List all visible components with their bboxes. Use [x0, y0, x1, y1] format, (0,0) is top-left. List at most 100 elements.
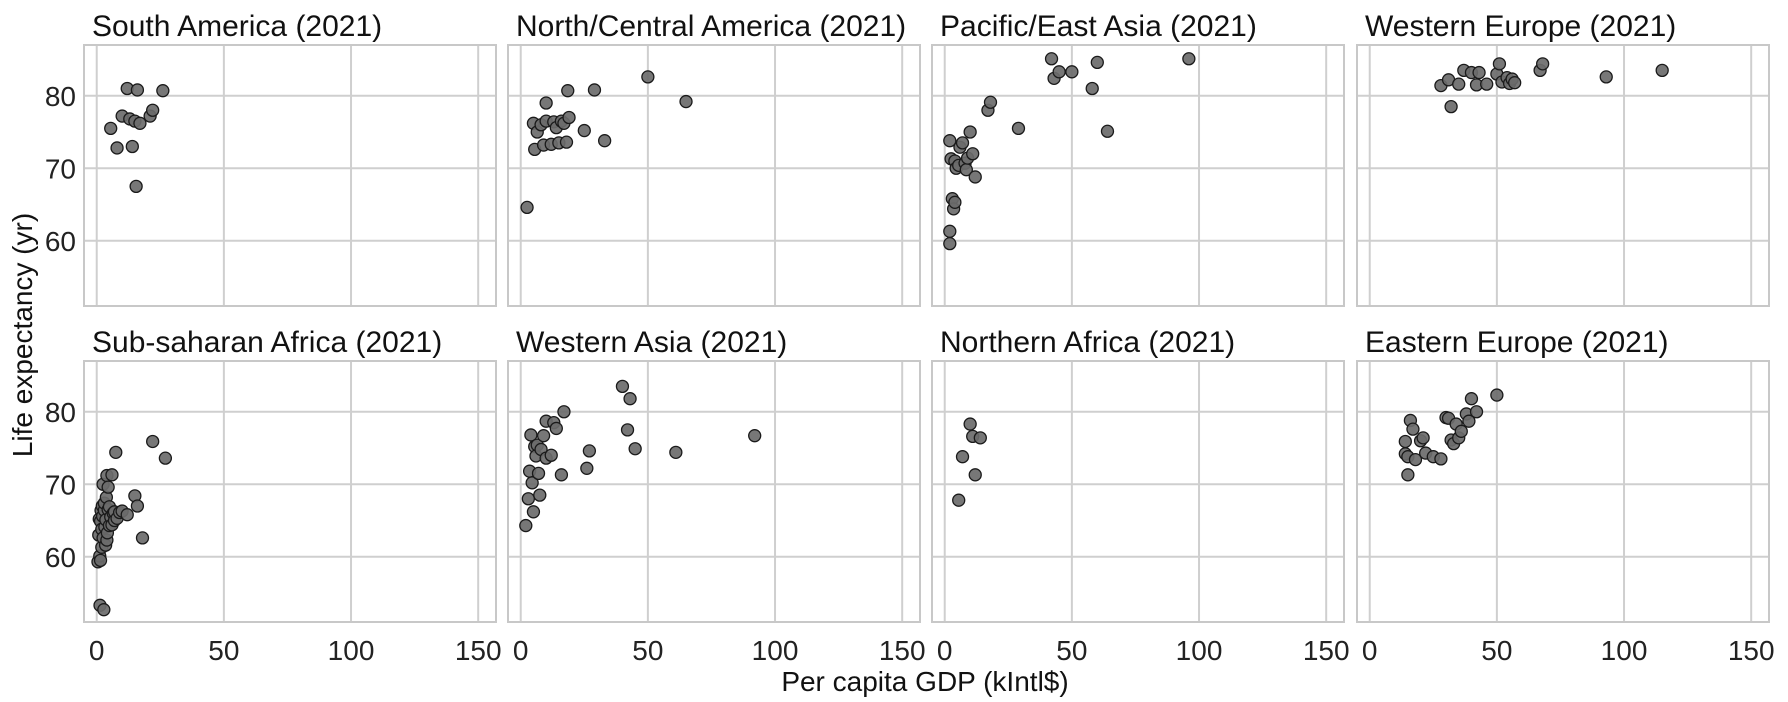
data-point [1408, 452, 1423, 467]
data-point [1472, 65, 1486, 80]
x-tick-label: 100 [328, 635, 375, 666]
data-point [101, 480, 115, 494]
data-point [1434, 452, 1448, 466]
data-point [1100, 124, 1115, 138]
data-point [1011, 121, 1026, 136]
data-point [748, 429, 762, 443]
panel-title: Pacific/East Asia (2021) [940, 10, 1257, 43]
data-point [628, 442, 642, 456]
panels: South America (2021) 60 70 80 North/Central … [45, 10, 1775, 666]
data-point [1508, 76, 1522, 90]
panel-frame [83, 44, 497, 307]
data-point [580, 461, 594, 475]
data-point [520, 200, 534, 215]
panel-frame [507, 360, 921, 623]
data-point [561, 84, 575, 98]
y-axis-label: Life expectancy (yr) [7, 213, 38, 457]
y-tick-label: 70 [45, 469, 76, 500]
data-point [1536, 57, 1550, 71]
panel-frame [1356, 44, 1770, 307]
x-tick-label: 150 [455, 635, 502, 666]
x-tick-label: 0 [89, 635, 105, 666]
data-point [679, 94, 693, 109]
data-point [130, 83, 145, 97]
data-point [582, 444, 597, 458]
data-point [577, 123, 591, 138]
data-point [1464, 392, 1479, 406]
x-tick-label: 50 [632, 635, 663, 666]
data-point [1182, 52, 1196, 66]
x-tick-label: 50 [1056, 635, 1087, 666]
data-point [120, 508, 134, 522]
panel-6: Western Asia (2021) 0 50 100 150 [507, 326, 926, 666]
data-point [539, 96, 553, 110]
panel-title: Northern Africa (2021) [940, 326, 1235, 359]
data-point [943, 134, 957, 148]
data-point [129, 179, 143, 194]
data-point [620, 423, 635, 437]
data-point [559, 135, 574, 149]
panel-1: South America (2021) 60 70 80 [45, 10, 497, 307]
data-point [562, 110, 576, 125]
data-point [948, 195, 962, 209]
data-point [1480, 77, 1494, 91]
data-point [1655, 63, 1669, 78]
data-point [525, 476, 539, 490]
data-point [963, 417, 977, 431]
y-tick-label: 80 [45, 397, 76, 428]
x-tick-label: 150 [1303, 635, 1350, 666]
panel-title: Western Europe (2021) [1365, 10, 1676, 43]
panel-title: Eastern Europe (2021) [1365, 326, 1669, 359]
data-point [110, 141, 124, 155]
x-tick-label: 150 [1728, 635, 1775, 666]
data-point [104, 121, 118, 136]
data-point [966, 147, 980, 161]
data-point [983, 95, 998, 109]
x-axis-label: Per capita GDP (kIntl$) [781, 666, 1068, 697]
data-point [521, 492, 535, 506]
panel-3: Pacific/East Asia (2021) [931, 10, 1345, 307]
data-point [952, 493, 966, 507]
data-point [1454, 424, 1468, 438]
panel-title: South America (2021) [92, 10, 382, 43]
panel-frame [83, 360, 497, 623]
panel-frame [931, 360, 1345, 623]
data-point [955, 136, 970, 150]
panel-8: Eastern Europe (2021) 0 50 100 150 [1356, 326, 1775, 666]
data-point [669, 445, 683, 460]
data-point [1398, 434, 1412, 449]
x-tick-label: 100 [1176, 635, 1223, 666]
data-point [1052, 65, 1066, 79]
data-point [597, 134, 612, 148]
data-point [1065, 65, 1079, 79]
data-point [536, 429, 551, 443]
x-tick-label: 150 [879, 635, 926, 666]
data-point [1469, 405, 1484, 419]
data-point [963, 125, 977, 139]
y-tick-label: 70 [45, 153, 76, 184]
data-point [1462, 414, 1476, 428]
data-point [955, 450, 970, 464]
data-point [531, 466, 546, 481]
x-tick-label: 0 [513, 635, 529, 666]
y-tick-label: 80 [45, 81, 76, 112]
data-point [1490, 388, 1504, 402]
data-point [1085, 81, 1099, 96]
x-tick-label: 0 [937, 635, 953, 666]
data-point [968, 170, 982, 184]
panel-title: Western Asia (2021) [516, 326, 787, 359]
data-point [97, 603, 111, 617]
data-point [526, 505, 541, 519]
data-point [133, 116, 147, 130]
data-point [1090, 55, 1104, 70]
data-point [158, 451, 173, 465]
data-point [1401, 468, 1415, 482]
data-point [615, 379, 630, 394]
x-tick-label: 50 [1481, 635, 1512, 666]
data-point [549, 421, 563, 436]
data-point [557, 405, 571, 419]
y-tick-label: 60 [45, 226, 76, 257]
panel-7: Northern Africa (2021) 0 50 100 150 [931, 326, 1350, 666]
y-tick-label: 60 [45, 542, 76, 573]
panel-title: North/Central America (2021) [516, 10, 906, 43]
